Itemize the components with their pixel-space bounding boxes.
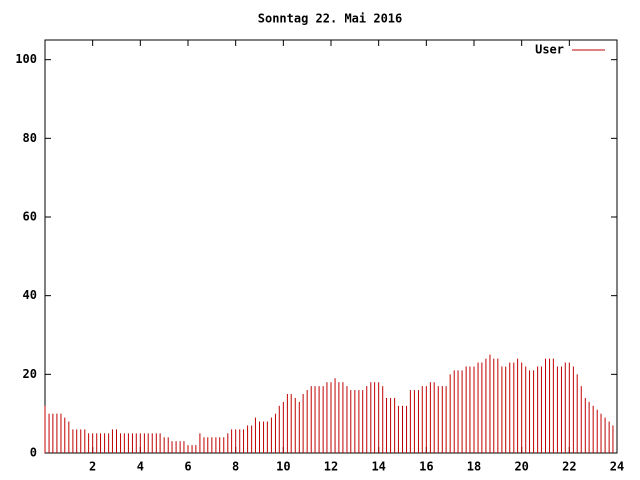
x-tick-label: 6 <box>184 460 191 474</box>
x-tick-label: 16 <box>419 460 433 474</box>
x-tick-label: 20 <box>514 460 528 474</box>
y-tick-label: 60 <box>23 210 37 224</box>
x-tick-label: 4 <box>137 460 144 474</box>
x-tick-label: 22 <box>562 460 576 474</box>
y-tick-label: 40 <box>23 288 37 302</box>
x-tick-label: 2 <box>89 460 96 474</box>
x-tick-label: 8 <box>232 460 239 474</box>
y-tick-label: 0 <box>30 446 37 460</box>
x-tick-label: 24 <box>610 460 624 474</box>
legend-label: User <box>535 43 564 57</box>
x-tick-label: 18 <box>467 460 481 474</box>
y-tick-label: 80 <box>23 131 37 145</box>
y-tick-label: 20 <box>23 367 37 381</box>
x-tick-label: 14 <box>371 460 385 474</box>
y-tick-label: 100 <box>15 52 37 66</box>
x-tick-label: 12 <box>324 460 338 474</box>
x-tick-label: 10 <box>276 460 290 474</box>
chart-title: Sonntag 22. Mai 2016 <box>258 12 403 26</box>
